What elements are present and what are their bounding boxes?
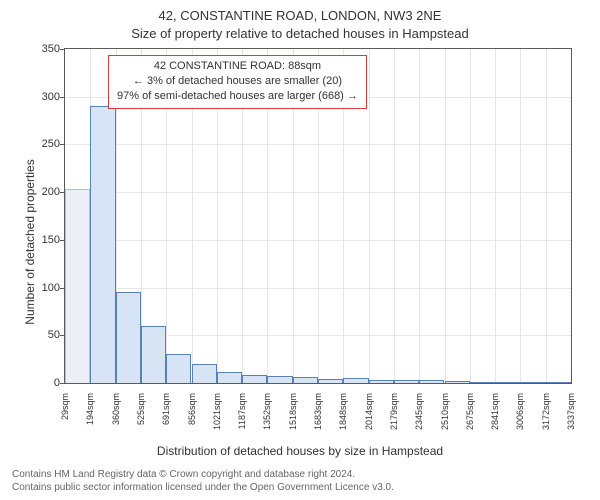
chart-title-line1: 42, CONSTANTINE ROAD, LONDON, NW3 2NE xyxy=(0,8,600,23)
histogram-bar xyxy=(495,382,520,383)
histogram-bar xyxy=(369,380,394,383)
y-tick-mark xyxy=(60,97,64,98)
gridline-vertical xyxy=(419,49,420,383)
x-tick-label: 1518sqm xyxy=(288,393,298,441)
gridline-vertical xyxy=(369,49,370,383)
footer-line-1: Contains HM Land Registry data © Crown c… xyxy=(12,468,588,481)
histogram-bar xyxy=(65,189,90,383)
y-tick-mark xyxy=(60,288,64,289)
x-tick-label: 1352sqm xyxy=(262,393,272,441)
x-tick-label: 856sqm xyxy=(187,393,197,441)
x-tick-label: 1683sqm xyxy=(313,393,323,441)
histogram-bar xyxy=(116,292,141,383)
y-tick-label: 300 xyxy=(32,91,60,103)
x-tick-label: 3172sqm xyxy=(541,393,551,441)
gridline-vertical xyxy=(495,49,496,383)
x-tick-label: 1848sqm xyxy=(338,393,348,441)
gridline-vertical xyxy=(445,49,446,383)
info-line-3: 97% of semi-detached houses are larger (… xyxy=(117,89,358,104)
footer-attribution: Contains HM Land Registry data © Crown c… xyxy=(12,468,588,494)
y-tick-label: 200 xyxy=(32,186,60,198)
histogram-bar xyxy=(90,106,115,383)
y-tick-label: 100 xyxy=(32,282,60,294)
histogram-bar xyxy=(141,326,166,383)
y-tick-mark xyxy=(60,240,64,241)
x-tick-label: 2345sqm xyxy=(414,393,424,441)
chart-container: 42, CONSTANTINE ROAD, LONDON, NW3 2NE Si… xyxy=(0,0,600,500)
histogram-bar xyxy=(166,354,191,383)
histogram-bar xyxy=(293,377,318,383)
gridline-vertical xyxy=(520,49,521,383)
footer-line-2: Contains public sector information licen… xyxy=(12,481,588,494)
x-tick-label: 29sqm xyxy=(60,393,70,441)
histogram-bar xyxy=(394,380,419,383)
x-tick-label: 1187sqm xyxy=(237,393,247,441)
x-tick-label: 3337sqm xyxy=(566,393,576,441)
x-tick-label: 691sqm xyxy=(161,393,171,441)
x-tick-label: 525sqm xyxy=(136,393,146,441)
histogram-bar xyxy=(470,382,495,383)
x-axis-label: Distribution of detached houses by size … xyxy=(0,444,600,458)
histogram-bar xyxy=(520,382,545,383)
info-line-1: 42 CONSTANTINE ROAD: 88sqm xyxy=(117,59,358,74)
x-tick-label: 2510sqm xyxy=(440,393,450,441)
histogram-bar xyxy=(419,380,444,383)
x-tick-label: 2179sqm xyxy=(389,393,399,441)
info-line-2: ← 3% of detached houses are smaller (20) xyxy=(117,74,358,89)
histogram-bar xyxy=(192,364,217,383)
y-tick-mark xyxy=(60,335,64,336)
y-tick-label: 150 xyxy=(32,234,60,246)
gridline-vertical xyxy=(470,49,471,383)
x-tick-label: 194sqm xyxy=(85,393,95,441)
gridline-vertical xyxy=(394,49,395,383)
histogram-bar xyxy=(343,378,368,383)
x-tick-label: 2841sqm xyxy=(490,393,500,441)
histogram-bar xyxy=(217,372,242,383)
y-tick-mark xyxy=(60,49,64,50)
y-tick-label: 0 xyxy=(32,377,60,389)
x-tick-label: 2014sqm xyxy=(364,393,374,441)
y-tick-mark xyxy=(60,383,64,384)
y-tick-label: 50 xyxy=(32,329,60,341)
y-tick-label: 250 xyxy=(32,138,60,150)
gridline-vertical xyxy=(546,49,547,383)
histogram-bar xyxy=(546,382,571,383)
histogram-bar xyxy=(318,379,343,383)
x-tick-label: 2675sqm xyxy=(465,393,475,441)
histogram-bar xyxy=(267,376,292,383)
info-box: 42 CONSTANTINE ROAD: 88sqm ← 3% of detac… xyxy=(108,55,367,109)
y-tick-label: 350 xyxy=(32,43,60,55)
y-tick-mark xyxy=(60,192,64,193)
x-tick-label: 360sqm xyxy=(111,393,121,441)
x-tick-label: 3006sqm xyxy=(515,393,525,441)
histogram-bar xyxy=(445,381,470,383)
chart-title-line2: Size of property relative to detached ho… xyxy=(0,26,600,41)
x-tick-label: 1021sqm xyxy=(212,393,222,441)
histogram-bar xyxy=(242,375,267,383)
y-tick-mark xyxy=(60,144,64,145)
